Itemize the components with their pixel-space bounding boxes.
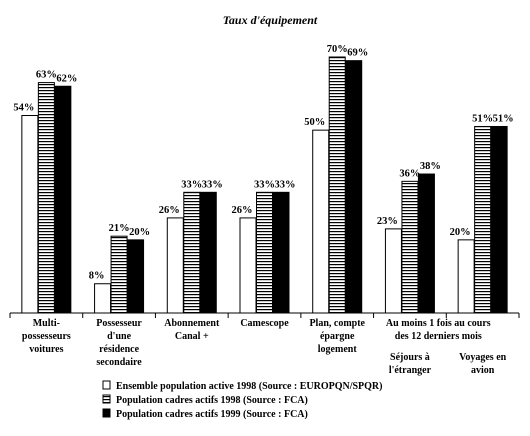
bar-g5-s2 [417, 173, 435, 314]
bar-g4-s0 [312, 129, 330, 314]
value-label-g6-s0: 20% [450, 227, 471, 238]
value-label-g1-s1: 21% [109, 223, 130, 234]
bar-g5-s0 [384, 228, 402, 314]
legend-swatch-0 [102, 380, 111, 390]
value-label-g4-s2: 69% [347, 48, 368, 59]
bar-g2-s1 [183, 191, 201, 314]
value-label-g5-s2: 38% [420, 161, 441, 172]
bar-g6-s2 [490, 125, 508, 314]
legend-swatch-1 [102, 394, 111, 404]
bar-g1-s0 [94, 283, 112, 314]
bar-g0-s2 [54, 85, 72, 314]
legend-label-0: Ensemble population active 1998 (Source … [116, 381, 382, 392]
bar-g5-s1 [401, 180, 419, 314]
value-label-g1-s2: 20% [129, 227, 150, 238]
bar-g6-s1 [474, 125, 492, 314]
value-label-g3-s2: 33% [275, 179, 296, 190]
value-labels: 54%63% 62%8%21% 20%26%33% 33%26%33% 33%50%70… [13, 44, 513, 282]
value-label-g3-s0: 26% [232, 205, 253, 216]
value-label-g0-s2: 62% [56, 73, 77, 84]
bar-g1-s2 [127, 239, 145, 314]
value-label-g6-s1: 51% [472, 113, 493, 124]
category-label-4: Plan, compte épargne logement [309, 318, 365, 355]
value-label-g5-s1: 36% [399, 168, 420, 179]
legend-label-2: Population cadres actifs 1999 (Source : … [116, 409, 308, 420]
value-label-g0-s0: 54% [13, 103, 34, 114]
sub-category-label-1: Voyages en avion [459, 352, 507, 376]
category-label-1: Possesseur d'une résidence secondaire [96, 318, 142, 368]
sub-category-label-0: Séjours à l'étranger [389, 352, 432, 376]
value-label-g4-s1: 70% [327, 44, 348, 55]
bar-g3-s0 [239, 217, 257, 314]
x-axis-ticks [9, 313, 520, 318]
bar-g0-s1 [37, 82, 55, 314]
category-labels: Multi-possesseurs voitures Possesseur d'une… [22, 318, 507, 376]
legend: Ensemble population active 1998 (Source … [102, 380, 382, 420]
bars [21, 56, 508, 314]
value-label-g0-s1: 63% [36, 70, 57, 81]
bar-g2-s2 [199, 191, 217, 314]
chart-title: Taux d'équipement [223, 13, 318, 27]
bar-g6-s0 [457, 239, 475, 314]
bar-g3-s1 [256, 191, 273, 314]
legend-label-1: Population cadres actifs 1998 (Source : … [116, 395, 308, 406]
bar-g0-s0 [21, 115, 39, 314]
bar-g1-s1 [110, 235, 128, 314]
bar-g2-s0 [166, 217, 184, 314]
value-label-g2-s1: 33% [181, 179, 202, 190]
legend-swatch-2 [102, 408, 111, 418]
value-label-g4-s0: 50% [304, 117, 325, 128]
category-label-2: Abonnement Canal + [164, 318, 220, 342]
value-label-g3-s1: 33% [254, 179, 275, 190]
category-label-5: Au moins 1 fois au cours des 12 derniers … [386, 318, 491, 342]
category-label-0: Multi-possesseurs voitures [22, 318, 71, 355]
value-label-g1-s0: 8% [89, 271, 105, 282]
value-label-g6-s2: 51% [493, 113, 514, 124]
value-label-g2-s0: 26% [159, 205, 180, 216]
value-label-g2-s2: 33% [202, 179, 223, 190]
bar-g4-s1 [328, 56, 346, 314]
category-label-3: Camescope [240, 318, 289, 329]
bar-g3-s2 [272, 191, 290, 314]
bar-g4-s2 [345, 60, 363, 314]
value-label-g5-s0: 23% [377, 216, 398, 227]
